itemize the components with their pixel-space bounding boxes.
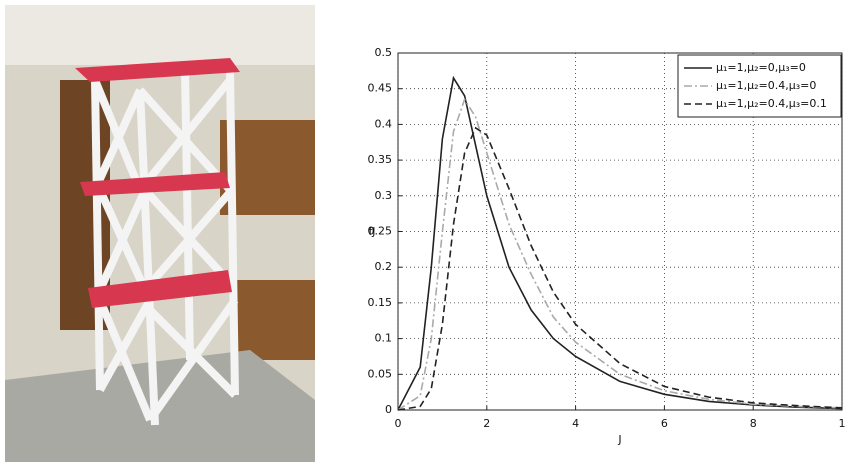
cabinet [235, 280, 315, 360]
legend: μ₁=1,μ₂=0,μ₃=0 μ₁=1,μ₂=0.4,μ₃=0 μ₁=1,μ₂=0.… [677, 54, 842, 118]
y-tick-label: 0.45 [368, 82, 393, 95]
ceiling [5, 5, 315, 65]
y-tick-label: 0.05 [368, 367, 393, 380]
floor-slab [80, 172, 230, 196]
y-tick-label: 0.2 [375, 260, 393, 273]
x-tick-label: 1 [839, 417, 846, 430]
photo [5, 5, 315, 462]
y-tick-label: 0.4 [375, 117, 393, 130]
line-series [397, 97, 843, 411]
y-tick-label: 0 [385, 403, 392, 416]
y-tick-label: 0.25 [368, 225, 393, 238]
y-tick-label: 0.5 [375, 46, 393, 59]
floor-slab [88, 270, 232, 308]
x-tick-label: 0 [395, 417, 402, 430]
y-axis-label: fJ [368, 225, 375, 238]
x-tick-label: 6 [661, 417, 668, 430]
y-tick-label: 0.15 [368, 296, 393, 309]
line-series [397, 75, 843, 411]
x-axis-label: J [617, 433, 621, 446]
legend-label: μ₁=1,μ₂=0.4,μ₃=0.1 [716, 97, 827, 110]
legend-label: μ₁=1,μ₂=0.4,μ₃=0 [716, 79, 816, 92]
x-tick-label: 2 [483, 417, 490, 430]
y-tick-label: 0.3 [375, 189, 393, 202]
line-series [397, 126, 843, 411]
x-tick-label: 8 [750, 417, 757, 430]
y-tick-label: 0.1 [375, 332, 393, 345]
x-tick-label: 4 [572, 417, 579, 430]
floor-slab [75, 58, 240, 82]
y-tick-label: 0.35 [368, 153, 393, 166]
legend-label: μ₁=1,μ₂=0,μ₃=0 [716, 61, 806, 74]
